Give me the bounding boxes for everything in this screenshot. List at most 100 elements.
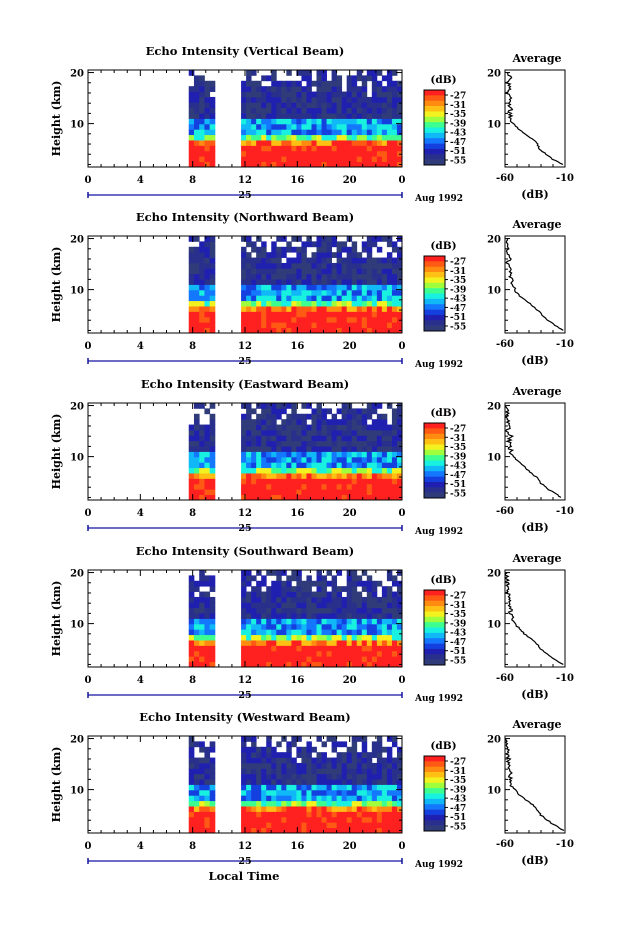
heatmap-cell [316,489,322,496]
heatmap-cell [199,268,205,275]
heatmap-cell [326,300,332,307]
heatmap-cell [386,789,393,796]
heatmap-cell [251,650,257,657]
heatmap-cell [341,435,348,442]
heatmap-cell [351,800,358,807]
heatmap-cell [291,435,297,442]
heatmap-cell [346,140,353,146]
heatmap-cell [381,650,388,657]
heatmap-cell [193,483,200,490]
heatmap-cell [193,607,200,614]
colorbar-tick-label: -43 [450,795,466,805]
heatmap-cell [251,591,257,598]
heatmap-cell [276,306,282,312]
heatmap-cell [361,440,368,447]
heatmap-cell [376,768,383,775]
heatmap-cell [376,284,383,291]
heatmap-cell [251,429,257,436]
heatmap-cell [241,613,247,619]
heatmap-cell [351,91,358,98]
heatmap-cell [193,811,200,818]
heatmap-cell [209,741,216,748]
heatmap-cell [246,252,252,258]
heatmap-cell [311,446,317,452]
y-tick-label: 20 [70,402,84,413]
heatmap-cell [331,768,338,775]
heatmap-cell [209,295,216,302]
heatmap-cell [188,483,195,490]
heatmap-cell [371,289,378,296]
heatmap-cell [341,145,348,152]
heatmap-cell [246,123,252,130]
heatmap-cell [351,150,358,157]
heatmap-cell [386,289,393,296]
heatmap-cell [256,262,262,269]
heatmap-cell [204,789,211,796]
heatmap-cell [286,295,292,302]
heatmap-cell [286,591,292,598]
heatmap-cell [316,613,322,619]
average-profile-line [504,405,562,498]
heatmap-cell [381,268,388,275]
heatmap-cell [286,419,292,425]
heatmap-cell [386,478,393,485]
heatmap-cell [306,161,312,168]
heatmap-cell [281,618,287,625]
heatmap-cell [261,424,267,431]
heatmap-cell [356,580,363,587]
heatmap-cell [246,634,252,641]
heatmap-cell [256,140,262,146]
heatmap-cell [266,300,272,307]
heatmap-cell [336,618,343,625]
heatmap-cell [209,257,216,264]
heatmap-cell [326,86,332,92]
heatmap-cell [341,623,348,630]
heatmap-cell [261,451,267,458]
heatmap-cell [246,241,252,248]
heatmap-cell [276,795,282,802]
heatmap-cell [336,102,343,109]
heatmap-cell [381,145,388,152]
heatmap-cell [291,806,297,812]
x-tick-label: 0 [85,341,92,352]
heatmap-cell [209,462,216,469]
heatmap-cell [246,150,252,157]
heatmap-cell [204,629,211,636]
heatmap-cell [281,86,287,92]
heatmap-cell [261,757,267,764]
heatmap-cell [306,129,312,136]
heatmap-cell [366,289,373,296]
heatmap-cell [351,806,358,812]
panel-2: Echo Intensity (Northward Beam)Height (k… [50,210,574,370]
heatmap-cell [251,273,257,280]
heatmap-cell [361,640,368,646]
colorbar-swatch [424,325,445,332]
heatmap-cell [266,161,272,168]
heatmap-cell [311,618,317,625]
heatmap-cell [346,134,353,141]
heatmap-cell [271,773,277,780]
heatmap-cell [241,446,247,452]
heatmap-cell [366,800,373,807]
heatmap-cell [296,494,302,501]
heatmap-cell [366,268,373,275]
heatmap-cell [361,80,368,87]
heatmap-cell [346,779,353,785]
heatmap-cell [271,586,277,592]
heatmap-cell [326,618,332,625]
heatmap-cell [193,451,200,458]
heatmap-cell [286,586,292,592]
heatmap-cell [286,107,292,114]
heatmap-cell [188,607,195,614]
heatmap-cell [391,800,398,807]
heatmap-cell [209,613,216,619]
heatmap-cell [296,129,302,136]
colorbar-tick-label: -35 [450,776,466,786]
heatmap-cell [291,596,297,603]
heatmap-cell [351,268,358,275]
heatmap-cell [311,623,317,630]
heatmap-cell [351,811,358,818]
date-label: Aug 1992 [414,360,463,370]
heatmap-cell [281,295,287,302]
x-tick-label: 16 [290,341,304,352]
